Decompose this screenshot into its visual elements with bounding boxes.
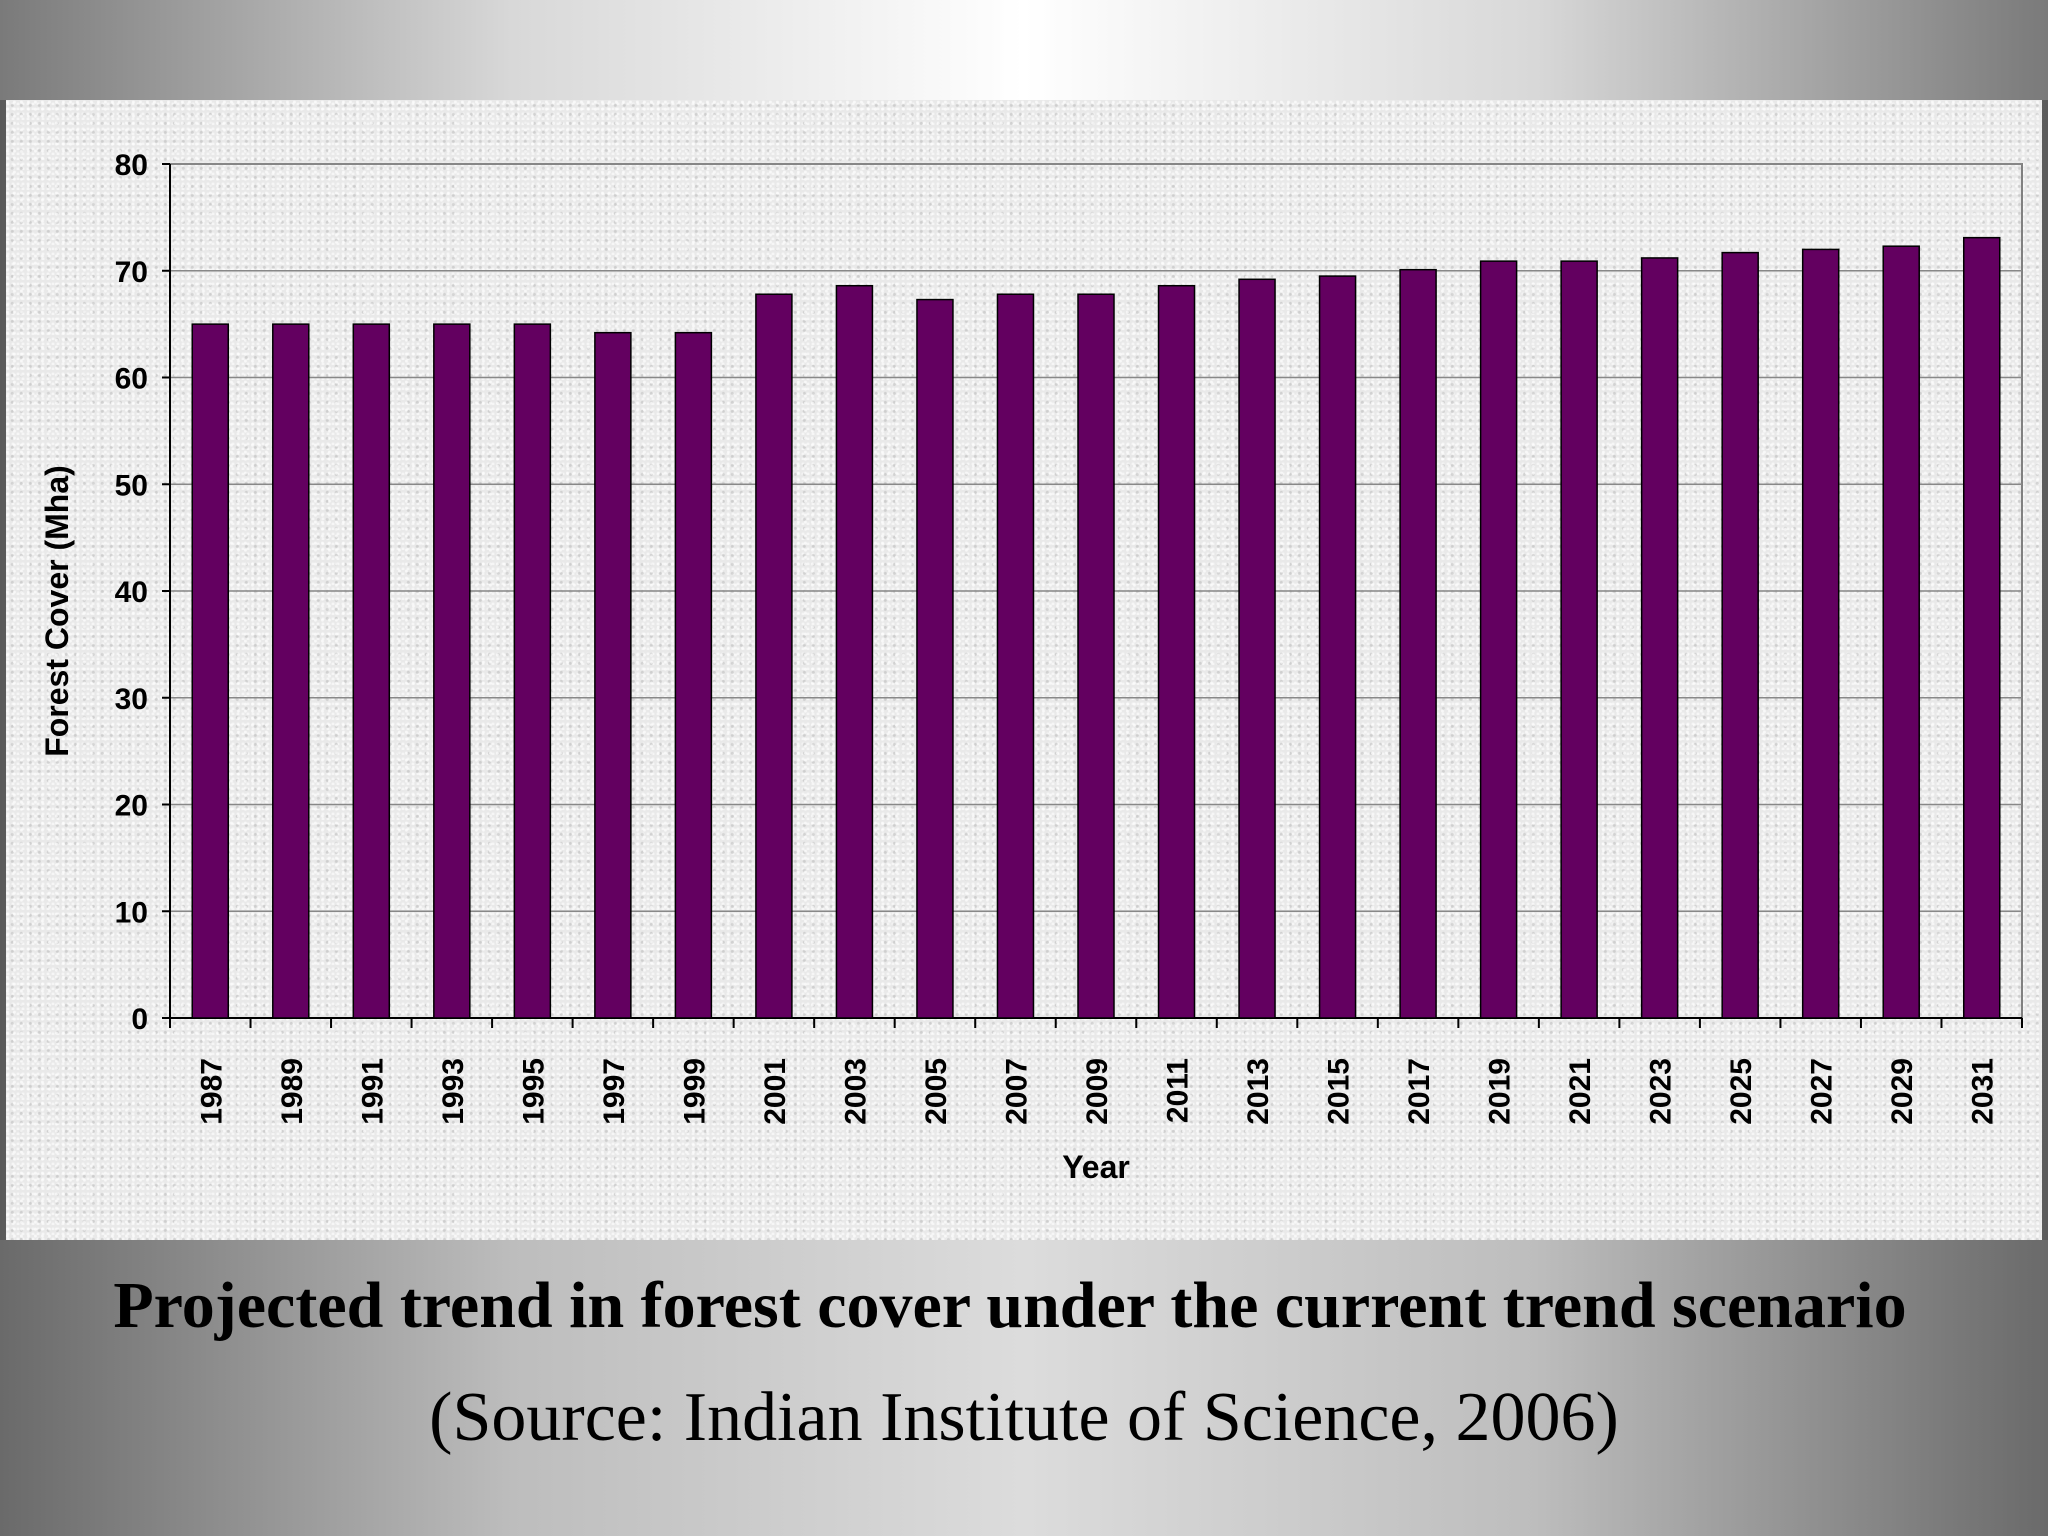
x-tick-label: 2031 — [1967, 1058, 2000, 1125]
x-tick-label: 1991 — [356, 1058, 389, 1125]
x-tick-label: 2027 — [1806, 1058, 1839, 1125]
x-tick-label: 1987 — [195, 1058, 228, 1125]
y-tick-label: 20 — [115, 790, 148, 823]
x-tick-label: 2025 — [1725, 1058, 1758, 1125]
y-tick-label: 70 — [115, 256, 148, 289]
bar-1991 — [352, 323, 391, 1019]
x-axis-title: Year — [1062, 1149, 1130, 1185]
x-tick-label: 2021 — [1564, 1058, 1597, 1125]
y-tick-label: 30 — [115, 683, 148, 716]
y-tick-label: 80 — [115, 149, 148, 182]
x-tick-label: 2007 — [1000, 1058, 1033, 1125]
y-axis-title: Forest Cover (Mha) — [39, 465, 75, 757]
bar-2027 — [1801, 248, 1840, 1019]
x-tick-label: 2019 — [1484, 1058, 1517, 1125]
bar-2013 — [1238, 278, 1276, 1019]
y-tick-label: 60 — [115, 363, 148, 396]
bar-1987 — [191, 323, 230, 1019]
x-tick-label: 2023 — [1645, 1058, 1678, 1125]
bar-2031 — [1962, 236, 2001, 1019]
x-tick-label: 2029 — [1886, 1058, 1919, 1125]
bar-1989 — [272, 323, 310, 1019]
bar-2007 — [996, 293, 1035, 1019]
y-tick-label: 0 — [131, 1003, 148, 1036]
bar-1997 — [594, 331, 632, 1019]
caption-title: Projected trend in forest cover under th… — [113, 1269, 1907, 1342]
bar-2023 — [1640, 257, 1679, 1019]
x-tick-label: 2013 — [1242, 1058, 1275, 1125]
chart-panel: 0 10 20 30 40 50 60 70 80 1987 1989 1991 1993 1995 199… — [6, 100, 2042, 1240]
caption-band — [0, 1240, 2048, 1536]
x-tick-label: 2017 — [1403, 1058, 1436, 1125]
bar-2025 — [1721, 251, 1759, 1019]
bar-2029 — [1882, 245, 1920, 1019]
bar-2021 — [1560, 260, 1598, 1019]
x-tick-label: 2005 — [920, 1058, 953, 1125]
bar-chart: 0 10 20 30 40 50 60 70 80 1987 1989 1991 1993 1995 199… — [39, 149, 2023, 1185]
bar-2001 — [755, 293, 793, 1019]
x-tick-label: 2011 — [1162, 1058, 1195, 1123]
x-tick-label: 2009 — [1081, 1058, 1114, 1125]
bar-2003 — [835, 284, 874, 1019]
x-tick-label: 2001 — [759, 1058, 792, 1125]
y-tick-label: 10 — [115, 896, 148, 929]
x-tick-label: 1997 — [598, 1058, 631, 1125]
caption-source: (Source: Indian Institute of Science, 20… — [429, 1379, 1619, 1456]
x-tick-label: 2003 — [839, 1058, 872, 1125]
bar-2019 — [1479, 260, 1518, 1019]
x-tick-label: 1999 — [678, 1058, 711, 1125]
bar-2011 — [1157, 284, 1196, 1019]
bar-1995 — [513, 323, 552, 1019]
bar-1999 — [674, 331, 713, 1019]
slide-header-band — [0, 0, 2048, 100]
x-tick-label: 1995 — [517, 1058, 550, 1125]
x-tick-label: 2015 — [1323, 1058, 1356, 1125]
y-tick-label: 40 — [115, 576, 148, 609]
bar-1993 — [433, 323, 471, 1019]
x-tick-label: 1993 — [437, 1058, 470, 1125]
y-tick-label: 50 — [115, 469, 148, 502]
bar-2017 — [1399, 268, 1437, 1019]
bar-2009 — [1077, 293, 1115, 1019]
bar-2005 — [916, 298, 954, 1019]
x-tick-label: 1989 — [276, 1058, 309, 1125]
bar-2015 — [1318, 275, 1357, 1019]
